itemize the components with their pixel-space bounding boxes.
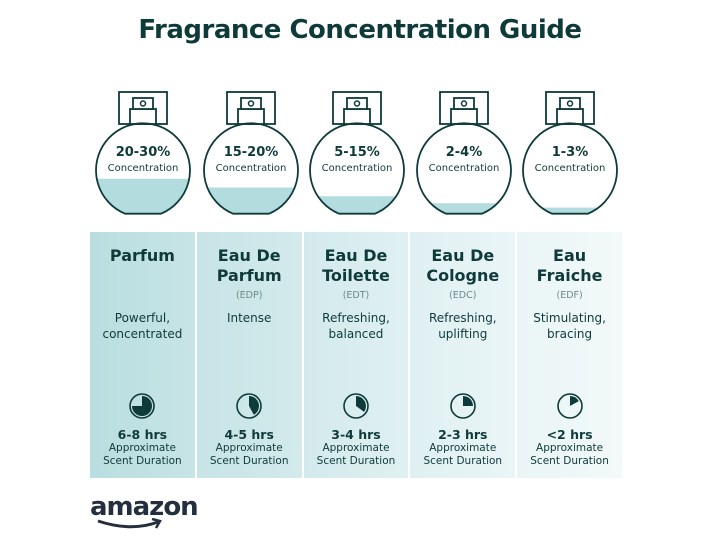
- bottle-nozzle: [453, 97, 475, 110]
- concentration-percent: 5-15%: [334, 145, 380, 160]
- type-name: Eau Fraiche: [536, 246, 603, 285]
- bottle-body: [309, 122, 405, 215]
- bottle-row: 20-30% Concentration 15-20% Concentratio…: [0, 88, 720, 223]
- bottle-nozzle: [559, 97, 581, 110]
- clock-icon: [449, 393, 476, 419]
- duration-label: Approximate Scent Duration: [103, 442, 182, 467]
- bottle-4: 2-4% Concentration: [409, 88, 519, 223]
- nozzle-hole: [139, 100, 147, 107]
- type-abbreviation: (EDP): [235, 290, 263, 301]
- duration: 4-5 hrs: [224, 427, 274, 442]
- logo-text: amazon: [90, 492, 199, 522]
- type-description: Powerful, concentrated: [102, 311, 183, 341]
- perfume-bottle-icon: [95, 91, 191, 215]
- clock-fill: [569, 396, 579, 406]
- type-abbreviation: (EDF): [556, 290, 583, 301]
- column-4: Eau De Cologne (EDC) Refreshing, uplifti…: [410, 232, 516, 478]
- bottle-5: 1-3% Concentration: [515, 88, 625, 223]
- nozzle-hole: [566, 100, 574, 107]
- type-abbreviation: [94, 289, 191, 302]
- bottle-neck: [237, 108, 265, 125]
- clock-fill: [132, 396, 153, 416]
- column-3: Eau De Toilette (EDT) Refreshing, balanc…: [303, 232, 409, 478]
- perfume-bottle-icon: [203, 91, 299, 215]
- clock-icon: [556, 393, 583, 419]
- type-name: Eau De Toilette: [322, 246, 390, 285]
- bottle-3: 5-15% Concentration: [302, 88, 412, 223]
- clock-icon: [129, 393, 156, 419]
- type-description: Stimulating, bracing: [533, 311, 606, 341]
- amazon-logo: amazon: [90, 492, 199, 529]
- concentration-label: Concentration: [107, 163, 179, 174]
- liquid-fill: [523, 207, 617, 214]
- type-abbreviation: (EDC): [449, 290, 477, 301]
- duration: 6-8 hrs: [117, 427, 168, 442]
- bottle-body: [416, 122, 512, 215]
- type-name: Eau De Cologne: [426, 246, 500, 285]
- bottle-neck: [450, 108, 478, 125]
- duration: 3-4 hrs: [331, 427, 381, 442]
- bottle-nozzle: [132, 97, 154, 110]
- type-name: Parfum: [109, 246, 175, 265]
- bottle-body: [95, 122, 191, 215]
- clock-fill: [355, 396, 366, 412]
- clock-fill: [249, 396, 260, 415]
- duration-label: Approximate Scent Duration: [316, 442, 396, 467]
- type-abbreviation: (EDT): [342, 290, 370, 301]
- bottle-nozzle: [346, 97, 368, 110]
- type-description: Refreshing, uplifting: [428, 311, 497, 341]
- duration: 2-3 hrs: [438, 427, 488, 442]
- bottle-1: 20-30% Concentration: [88, 88, 198, 223]
- bottle-neck: [129, 108, 157, 125]
- nozzle-hole: [353, 100, 361, 107]
- concentration-label: Concentration: [321, 163, 393, 174]
- perfume-bottle-icon: [309, 91, 405, 215]
- liquid-fill: [417, 203, 511, 214]
- page-title: Fragrance Concentration Guide: [138, 15, 582, 45]
- clock-icon: [343, 393, 369, 419]
- column-2: Eau De Parfum (EDP) Intense 4-5 hrs Appr…: [196, 232, 302, 478]
- column-1: Parfum Powerful, concentrated 6-8 hrs Ap…: [90, 232, 195, 478]
- bottle-neck: [343, 108, 371, 125]
- concentration-label: Concentration: [428, 163, 500, 174]
- concentration-percent: 15-20%: [223, 145, 279, 160]
- bottle-2: 15-20% Concentration: [196, 88, 306, 223]
- duration: <2 hrs: [546, 427, 593, 442]
- clock-fill: [462, 396, 473, 406]
- duration-label: Approximate Scent Duration: [209, 442, 289, 467]
- concentration-percent: 1-3%: [551, 145, 589, 160]
- concentration-label: Concentration: [534, 163, 606, 174]
- concentration-percent: 20-30%: [115, 145, 171, 160]
- type-description: Intense: [226, 311, 272, 325]
- column-5: Eau Fraiche (EDF) Stimulating, bracing <…: [517, 232, 622, 478]
- concentration-label: Concentration: [215, 163, 287, 174]
- smile-arrow-icon: [97, 518, 162, 529]
- concentration-table: Parfum Powerful, concentrated 6-8 hrs Ap…: [90, 232, 622, 478]
- concentration-percent: 2-4%: [445, 145, 483, 160]
- nozzle-hole: [247, 100, 255, 107]
- perfume-bottle-icon: [522, 91, 618, 215]
- bottle-body: [203, 122, 299, 215]
- perfume-bottle-icon: [416, 91, 512, 215]
- liquid-fill: [310, 196, 404, 214]
- liquid-fill: [204, 187, 298, 214]
- duration-label: Approximate Scent Duration: [530, 442, 609, 467]
- type-name: Eau De Parfum: [216, 246, 282, 285]
- nozzle-hole: [460, 100, 468, 107]
- bottle-body: [522, 122, 618, 215]
- bottle-nozzle: [240, 97, 262, 110]
- type-description: Refreshing, balanced: [322, 311, 390, 341]
- duration-label: Approximate Scent Duration: [423, 442, 503, 467]
- clock-icon: [236, 393, 262, 419]
- bottle-neck: [556, 108, 584, 125]
